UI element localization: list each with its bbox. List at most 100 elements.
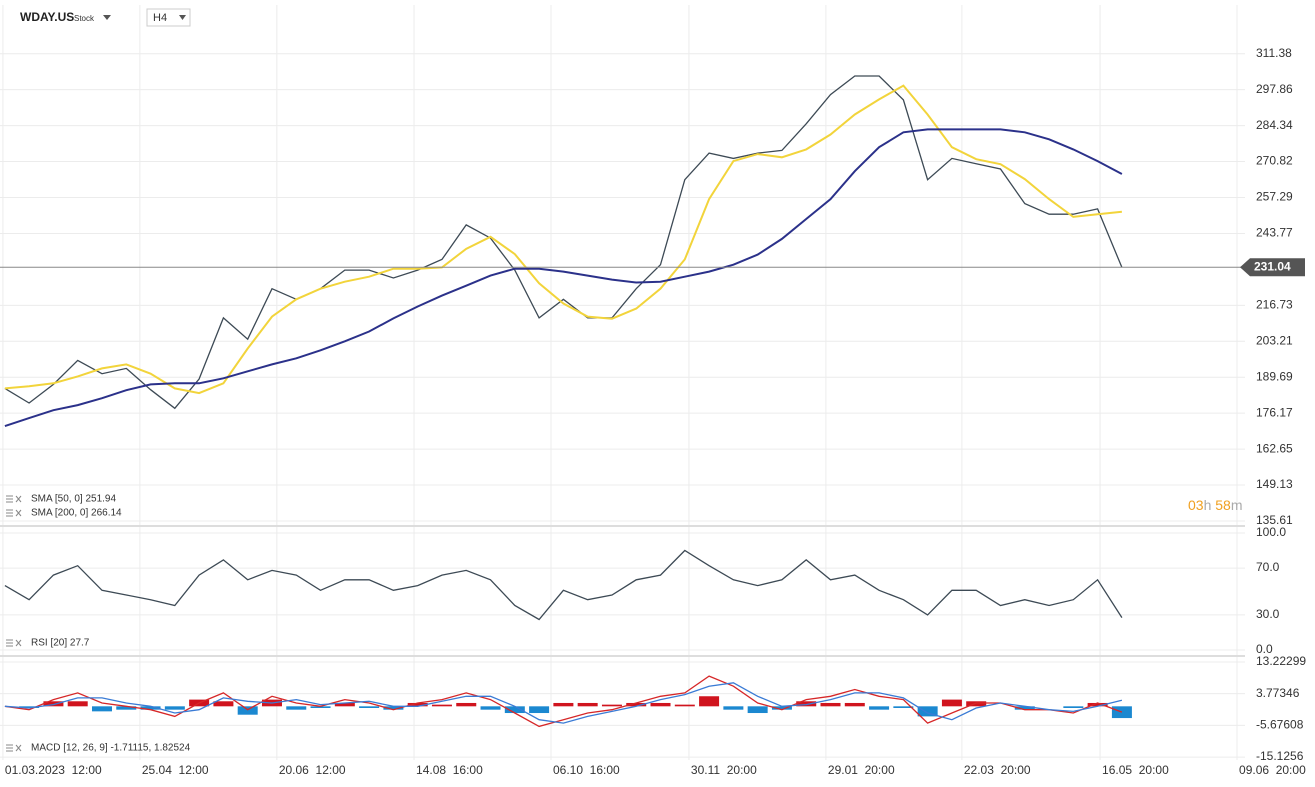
histogram-bar [747,706,768,714]
histogram-bar [1014,706,1035,710]
histogram-bar [917,706,938,717]
series-line [4,75,1123,410]
histogram-bar [480,706,501,710]
x-tick-label: 22.03 20:00 [964,763,1031,777]
countdown-unit: m [1231,497,1243,513]
histogram-bar [844,702,865,707]
histogram-bar [407,702,428,707]
legend-icon [6,744,22,752]
y-tick-label: 216.73 [1256,298,1293,312]
histogram-bar [771,706,792,710]
x-tick-label: 29.01 20:00 [828,763,895,777]
histogram-bar [91,706,112,712]
x-tick-label: 09.06 20:00 [1239,763,1306,777]
legend-entry: RSI [20] 27.7 [31,638,90,649]
y-tick-label: 135.61 [1256,513,1293,527]
histogram-bar [383,706,404,710]
histogram-bar [674,704,695,707]
histogram-bar [626,702,647,707]
legend-icon [6,509,22,517]
y-tick-label: 311.38 [1256,46,1292,60]
histogram-bar [310,706,331,708]
histogram-bar [286,706,307,710]
plot-area: 01.03.2023 12:00 25.04 12:00 20.06 12:00 14… [0,5,1306,777]
histogram-bar [504,706,525,714]
histogram-bar [699,696,720,707]
histogram-bar [577,702,598,707]
instrument-kind: Stock [74,14,95,23]
interval[interactable]: H4 [153,12,167,24]
price-tag [1240,258,1305,277]
countdown-unit: h [1204,497,1212,513]
histogram-bar [869,706,890,710]
y-tick-label: -15.1256 [1256,749,1304,763]
histogram-bar [966,701,987,707]
legend-entry: SMA [200, 0] 266.14 [31,508,122,519]
histogram-bar [140,706,161,710]
countdown-hours: 03 [1188,497,1204,513]
y-tick-label: 100.0 [1256,525,1286,539]
histogram-bar [237,706,258,715]
histogram-bar [431,704,452,707]
histogram-bar [1111,706,1132,719]
interval-box[interactable] [146,8,191,27]
countdown: 03h 58m [1188,497,1243,513]
y-tick-label: 176.17 [1256,405,1293,419]
histogram-bar [164,706,185,710]
series-line [4,549,1123,621]
histogram-bar [796,701,817,707]
x-tick-label: 30.11 20:00 [691,763,757,777]
histogram-bar [43,701,64,707]
histogram-bar [941,699,962,707]
histogram-bar [19,706,40,708]
legend-entry: SMA [50, 0] 251.94 [31,494,116,505]
histogram-bar [650,702,671,707]
y-tick-label: 243.77 [1256,226,1293,240]
symbol[interactable]: WDAY.US [20,10,74,24]
histogram-bar [893,706,914,708]
series-line [4,675,1123,728]
y-tick-label: 0.0 [1256,642,1273,656]
x-tick-label: 01.03.2023 12:00 [5,763,102,777]
y-tick-label: -5.67608 [1256,718,1304,732]
series-line [4,128,1123,428]
legend-icon [6,639,22,647]
y-tick-label: 13.22299 [1256,654,1306,668]
series-line [4,682,1123,724]
histogram-bar [820,702,841,707]
histogram-bar [213,701,234,707]
histogram-bar [67,701,88,707]
x-tick-label: 06.10 16:00 [553,763,620,777]
legend-icon [6,495,22,503]
symbol-dropdown[interactable] [103,15,111,20]
y-tick-label: 270.82 [1256,154,1293,168]
x-tick-label: 20.06 12:00 [279,763,346,777]
y-tick-label: 3.77346 [1256,686,1300,700]
price-tag-label: 231.04 [1254,259,1291,273]
histogram-bar [601,704,622,707]
series-line [4,84,1123,395]
y-tick-label: 149.13 [1256,477,1293,491]
y-tick-label: 30.0 [1256,607,1280,621]
histogram-bar [723,706,744,710]
histogram-bar [553,702,574,707]
y-tick-label: 284.34 [1256,118,1293,132]
histogram-bar [456,702,477,707]
histogram-bar [1087,702,1108,707]
histogram-bar [1063,706,1084,708]
countdown-minutes: 58 [1215,497,1231,513]
legend-entry: MACD [12, 26, 9] -1.71115, 1.82524 [31,743,191,754]
y-tick-label: 162.65 [1256,441,1293,455]
histogram-bar [359,706,380,708]
x-tick-label: 25.04 12:00 [142,763,209,777]
histogram-bar [334,702,355,707]
interval-dropdown[interactable] [179,15,186,20]
y-tick-label: 257.29 [1256,190,1293,204]
y-tick-label: 189.69 [1256,369,1293,383]
y-tick-label: 297.86 [1256,82,1293,96]
y-tick-label: 203.21 [1256,333,1293,347]
histogram-bar [116,706,137,710]
y-tick-label: 70.0 [1256,560,1280,574]
x-tick-label: 14.08 16:00 [416,763,483,777]
